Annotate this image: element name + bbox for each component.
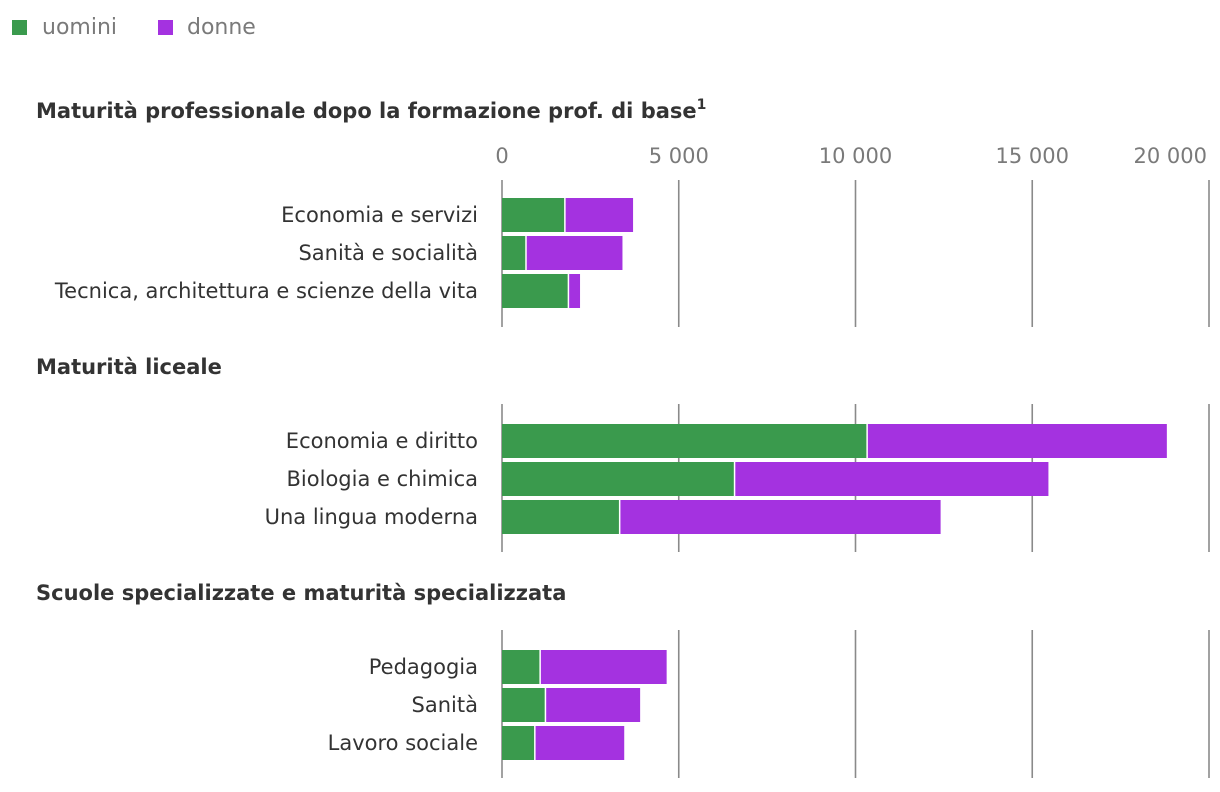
bar-uomini	[502, 500, 619, 534]
bar-donne	[867, 424, 1167, 458]
bar-donne	[546, 688, 641, 722]
category-label: Economia e diritto	[286, 429, 478, 453]
panel-3: Scuole specializzate e maturità speciali…	[36, 581, 1210, 778]
category-label: Biologia e chimica	[287, 467, 478, 491]
panel-title: Maturità professionale dopo la formazion…	[36, 97, 706, 123]
legend-swatch-donne	[158, 20, 173, 35]
category-label: Pedagogia	[369, 655, 478, 679]
panel-title-text: Maturità liceale	[36, 355, 222, 379]
panel-title-text: Scuole specializzate e maturità speciali…	[36, 581, 566, 605]
legend-label-donne: donne	[187, 15, 256, 40]
category-label: Lavoro sociale	[328, 731, 478, 755]
bar-donne	[569, 274, 581, 308]
bar-donne	[526, 236, 623, 270]
bar-uomini	[502, 650, 540, 684]
bar-donne	[540, 650, 667, 684]
category-label: Sanità	[412, 693, 478, 717]
panel-title-text: Maturità professionale dopo la formazion…	[36, 99, 697, 123]
bar-uomini	[502, 274, 568, 308]
x-tick-label: 20 000	[1134, 144, 1207, 168]
bar-uomini	[502, 198, 565, 232]
panel-title: Scuole specializzate e maturità speciali…	[36, 581, 566, 605]
bar-donne	[565, 198, 634, 232]
category-label: Economia e servizi	[281, 203, 478, 227]
x-tick-label: 15 000	[996, 144, 1069, 168]
panel-1: Maturità professionale dopo la formazion…	[36, 97, 1210, 327]
footnote-marker: 1	[697, 97, 707, 113]
panel-title: Maturità liceale	[36, 355, 222, 379]
panel-2: Maturità liceale Economia e diritto Biolog…	[36, 355, 1210, 552]
bar-uomini	[502, 236, 526, 270]
category-label: Una lingua moderna	[265, 505, 478, 529]
category-label: Sanità e socialità	[298, 241, 478, 265]
bar-donne	[620, 500, 941, 534]
bar-uomini	[502, 726, 535, 760]
x-tick-label: 0	[495, 144, 508, 168]
legend-swatch-uomini	[12, 20, 27, 35]
legend: uomini donne	[12, 15, 256, 40]
category-label: Tecnica, architettura e scienze della vi…	[54, 279, 478, 303]
legend-label-uomini: uomini	[42, 15, 117, 40]
x-axis-ticks: 0 5 000 10 000 15 000 20 000	[495, 144, 1207, 168]
bar-uomini	[502, 688, 545, 722]
x-tick-label: 10 000	[819, 144, 892, 168]
bar-uomini	[502, 424, 867, 458]
bar-uomini	[502, 462, 734, 496]
x-tick-label: 5 000	[649, 144, 709, 168]
bar-donne	[535, 726, 625, 760]
bar-donne	[735, 462, 1049, 496]
